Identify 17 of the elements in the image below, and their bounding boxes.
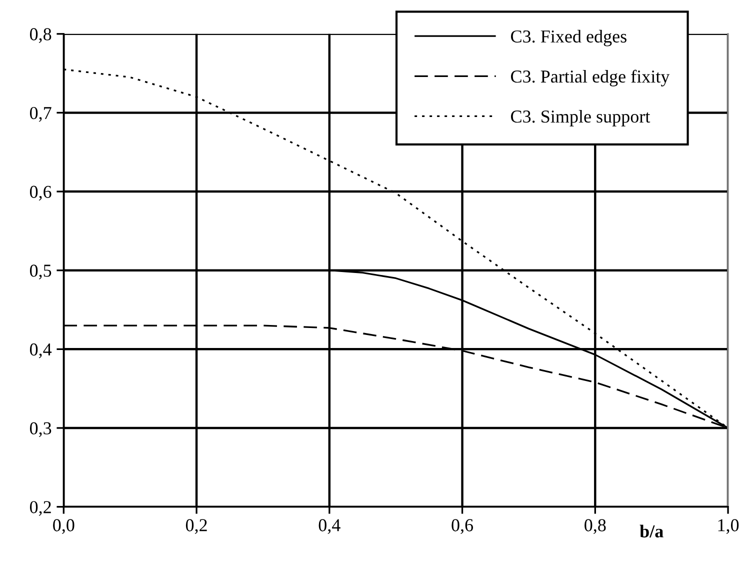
x-tick-label: 0,2: [186, 519, 207, 534]
y-tick-label: 0,3: [30, 422, 52, 438]
y-tick-label: 0,7: [30, 106, 52, 122]
y-tick-label: 0,6: [30, 186, 52, 201]
y-tick-label: 0,5: [30, 264, 52, 280]
y-tick-label: 0,8: [30, 28, 52, 43]
x-tick-label: 0,6: [452, 519, 474, 534]
x-tick-label: 0,4: [318, 519, 340, 534]
y-tick-label: 0,2: [30, 501, 51, 516]
x-tick-label: 0,8: [584, 519, 606, 534]
legend-label: C3. Fixed edges: [511, 30, 626, 46]
x-tick-label: 1,0: [718, 519, 739, 534]
legend-label: C3. Partial edge fixity: [511, 70, 670, 86]
y-tick-label: 0,4: [30, 343, 52, 358]
x-tick-label: 0,0: [53, 519, 74, 534]
legend-label: C3. Simple support: [511, 110, 650, 126]
x-axis-title: b/a: [640, 524, 664, 538]
